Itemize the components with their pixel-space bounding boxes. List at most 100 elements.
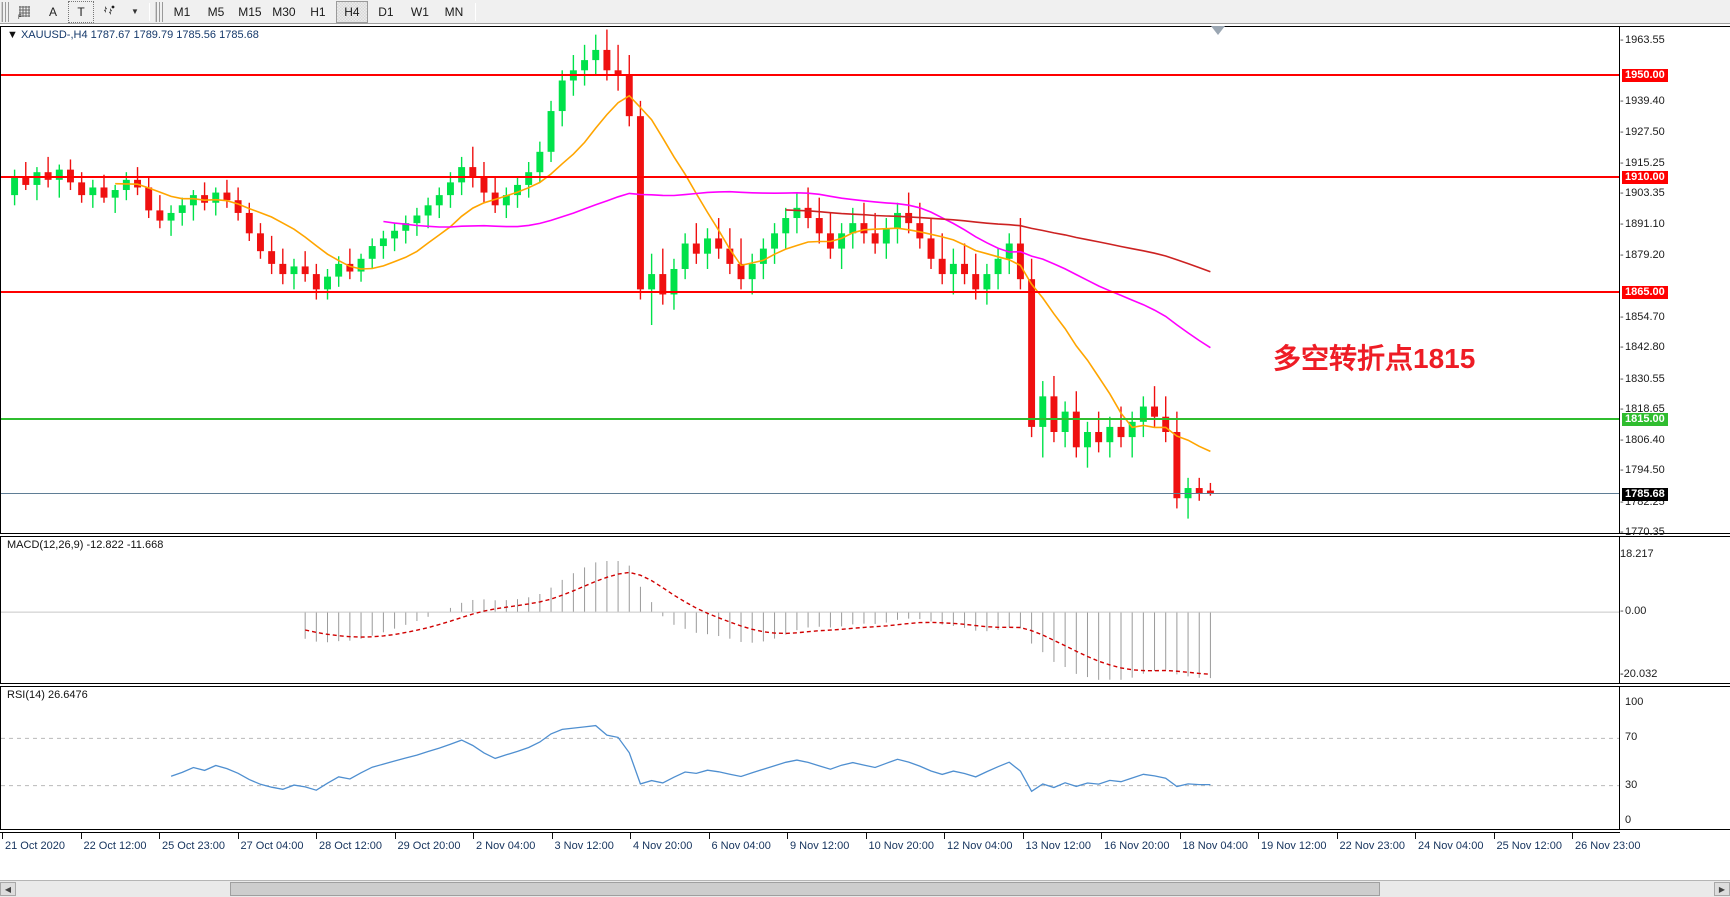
candle-body — [782, 218, 790, 234]
level-price-badge[interactable]: 1815.00 — [1622, 413, 1668, 427]
candle-body — [547, 111, 555, 152]
rsi-plot-canvas[interactable] — [1, 687, 1619, 829]
timeframe-m30[interactable]: M30 — [272, 4, 296, 19]
text-label-icon[interactable]: T — [68, 0, 94, 23]
level-price-badge[interactable]: 1865.00 — [1622, 285, 1668, 299]
level-price-badge[interactable]: 1950.00 — [1622, 69, 1668, 83]
time-tick-mark — [1101, 833, 1102, 839]
time-tick-label: 9 Nov 12:00 — [790, 840, 850, 852]
price-tick-label: -1963.55 — [1620, 33, 1665, 46]
candle-body — [1173, 432, 1181, 499]
horizontal-scrollbar[interactable]: ◀ ▶ — [0, 880, 1730, 897]
time-axis[interactable]: 21 Oct 2020 22 Oct 12:00 25 Oct 23:00 27 Oc… — [0, 832, 1640, 860]
scroll-left-arrow-icon[interactable]: ◀ — [0, 882, 16, 896]
candle-body — [894, 212, 901, 229]
time-tick-label: 13 Nov 12:00 — [1025, 840, 1091, 852]
scroll-right-arrow-icon[interactable]: ▶ — [1714, 882, 1730, 896]
rsi-scale[interactable]: 100 70 30 0 — [1620, 686, 1730, 830]
candle-body — [1028, 279, 1036, 427]
timeframe-d1[interactable]: D1 — [378, 4, 394, 19]
time-tick-mark — [1258, 833, 1259, 839]
time-tick-mark — [630, 833, 631, 839]
candle-body — [614, 70, 622, 76]
symbol-label: XAUUSD-,H4 — [20, 29, 88, 41]
candle-body — [793, 207, 801, 219]
time-tick-label: 28 Oct 12:00 — [319, 840, 382, 852]
timeframe-w1[interactable]: W1 — [410, 4, 429, 19]
level-line-1950[interactable] — [1, 74, 1619, 77]
timeframe-m15[interactable]: M15 — [238, 4, 262, 19]
candle-body — [189, 195, 197, 206]
macd-pane[interactable]: MACD(12,26,9) -12.822 -11.668 — [0, 536, 1620, 684]
candle-body — [681, 243, 689, 269]
candle-body — [983, 274, 991, 290]
candle-body — [927, 238, 935, 259]
timeframe-m5[interactable]: M5 — [207, 4, 225, 19]
rsi-pane[interactable]: RSI(14) 26.6476 — [0, 686, 1620, 830]
text-a-icon[interactable]: A — [48, 4, 57, 19]
level-line-1910[interactable] — [1, 176, 1619, 179]
candle-body — [256, 233, 264, 252]
macd-tick-label: 18.217 — [1620, 548, 1654, 560]
level-price-badge[interactable]: 1785.68 — [1622, 487, 1668, 501]
macd-tick-label: -20.032 — [1620, 668, 1658, 680]
toolbar-drag-grip[interactable] — [1, 1, 9, 22]
time-tick-label: 12 Nov 04:00 — [947, 840, 1013, 852]
level-line-1815[interactable] — [1, 418, 1619, 421]
timeframe-h1[interactable]: H1 — [310, 4, 326, 19]
main-toolbar: F A T ▼ M1 M5 M15 M30 H1 H4 D1 W1 MN — [0, 0, 1730, 24]
candle-body — [391, 230, 399, 239]
candle-body — [245, 212, 253, 234]
price-plot-canvas[interactable] — [1, 27, 1619, 533]
level-price-badge[interactable]: 1910.00 — [1622, 171, 1668, 185]
time-tick-mark — [316, 833, 317, 839]
timeframe-drag-grip[interactable] — [154, 1, 163, 22]
candle-body — [670, 268, 678, 295]
level-line-1865[interactable] — [1, 290, 1619, 293]
macd-plot-canvas[interactable] — [1, 537, 1619, 683]
candle-body — [1106, 426, 1114, 443]
candle-body — [1005, 243, 1013, 259]
time-tick-mark — [473, 833, 474, 839]
price-scale[interactable]: -1963.55 -1939.40 -1927.50 -1915.25 -1903.35… — [1620, 26, 1730, 538]
candle-body — [446, 182, 454, 196]
crosshair-grid-icon[interactable]: F — [12, 1, 38, 23]
candle-body — [994, 258, 1002, 275]
candle-body — [33, 172, 41, 185]
candle-body — [938, 258, 946, 275]
candle-body — [525, 172, 533, 185]
price-tick-label: -1842.80 — [1620, 341, 1665, 354]
candle-body — [659, 274, 667, 295]
macd-scale[interactable]: 18.217 -0.00 -20.032 — [1620, 536, 1730, 684]
ma-line — [115, 94, 1211, 453]
ohlc-values: 1787.67 1789.79 1785.56 1785.68 — [90, 29, 259, 41]
candle-body — [737, 263, 745, 280]
rsi-line — [170, 724, 1211, 793]
crosshair-marker-icon — [1211, 26, 1225, 35]
time-tick-mark — [394, 833, 396, 839]
price-pane[interactable]: ▼ XAUUSD-,H4 1787.67 1789.79 1785.56 178… — [0, 26, 1620, 534]
candle-body — [234, 200, 242, 213]
time-tick-label: 16 Nov 20:00 — [1104, 840, 1170, 852]
price-tick-label: -1879.20 — [1620, 248, 1665, 261]
candle-body — [1016, 243, 1024, 280]
rsi-tick-label: 70 — [1625, 731, 1638, 744]
rsi-tick-label: 30 — [1625, 778, 1638, 791]
scrollbar-thumb[interactable] — [230, 882, 1380, 896]
time-tick-mark — [159, 833, 160, 839]
time-tick-mark — [551, 833, 553, 839]
candle-body — [100, 187, 108, 198]
timeframe-m1[interactable]: M1 — [173, 4, 191, 19]
timeframe-h4[interactable]: H4 — [335, 0, 368, 23]
candle-body — [815, 218, 823, 234]
candle-body — [1162, 416, 1170, 433]
objects-dropdown-caret-icon[interactable]: ▼ — [131, 7, 139, 16]
price-tick-label: -1939.40 — [1620, 95, 1665, 108]
price-pane-label: ▼ XAUUSD-,H4 1787.67 1789.79 1785.56 178… — [5, 29, 261, 41]
objects-icon[interactable] — [96, 1, 122, 23]
collapse-icon[interactable]: ▼ — [7, 29, 18, 41]
candle-body — [312, 274, 320, 290]
macd-pane-label: MACD(12,26,9) -12.822 -11.668 — [5, 539, 166, 551]
timeframe-mn[interactable]: MN — [444, 4, 464, 19]
candle-body — [11, 177, 19, 196]
